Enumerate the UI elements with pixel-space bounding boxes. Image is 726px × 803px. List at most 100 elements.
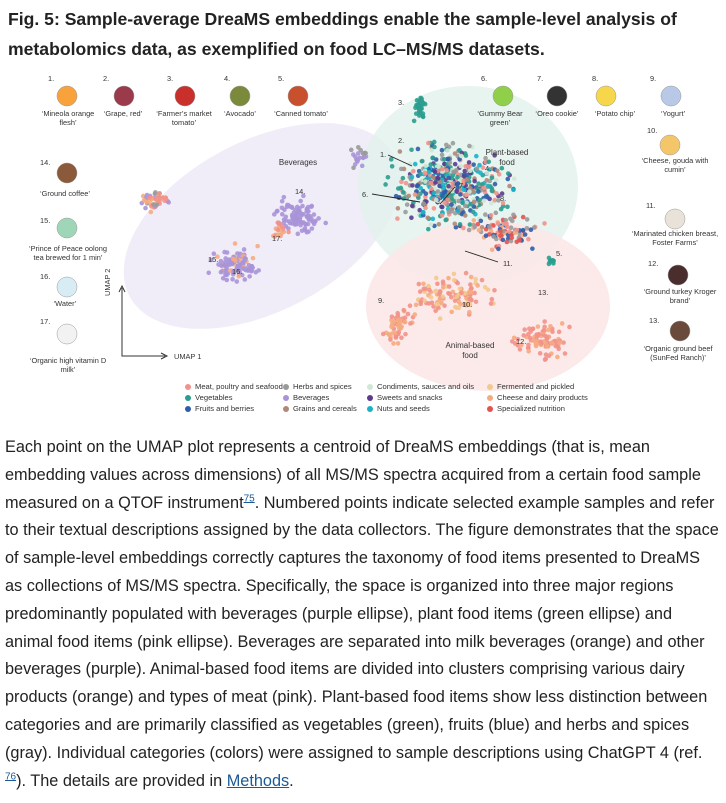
pointer (464, 250, 499, 263)
point (403, 331, 408, 337)
point (481, 185, 487, 191)
point (421, 286, 427, 292)
point (143, 205, 148, 211)
point (531, 225, 537, 230)
plot-number: 15. (208, 255, 219, 264)
point (455, 181, 461, 186)
food-icon (492, 85, 514, 107)
legend-swatch (367, 394, 373, 401)
point (437, 316, 443, 321)
point (240, 259, 246, 265)
point (417, 289, 423, 294)
ref-link[interactable]: 76 (5, 771, 17, 783)
point (517, 238, 522, 243)
point (287, 220, 293, 226)
point (509, 339, 515, 344)
item-number: 1. (48, 74, 55, 83)
point (496, 246, 501, 252)
point (437, 289, 443, 295)
point (466, 160, 472, 165)
point (446, 209, 452, 215)
point (524, 225, 530, 231)
point (147, 198, 153, 204)
point (493, 210, 499, 216)
legend-text: Herbs and spices (293, 382, 352, 391)
point (435, 189, 441, 194)
point (426, 140, 431, 146)
axis-arrows (118, 284, 169, 360)
food-icon (664, 208, 686, 230)
axis-label-x: UMAP 1 (174, 352, 202, 361)
pointer (439, 186, 456, 205)
point (355, 145, 361, 150)
item-number: 2. (103, 74, 110, 83)
item-label: ‘Ground coffee’ (40, 189, 90, 198)
point (423, 179, 428, 184)
point (220, 275, 226, 281)
methods-link[interactable]: Methods (226, 771, 290, 790)
point (223, 272, 228, 277)
point (441, 182, 446, 187)
point (556, 329, 562, 335)
point (479, 225, 485, 230)
point (508, 225, 514, 231)
item-label: ‘Organic ground beef (SunFed Ranch)’ (643, 344, 713, 362)
point (156, 191, 162, 197)
point (409, 203, 415, 209)
point (421, 100, 426, 106)
point (455, 174, 460, 180)
point (500, 203, 506, 209)
point (430, 175, 436, 180)
item-number: 9. (650, 74, 657, 83)
legend-item: Condiments, sauces and oils (367, 382, 474, 391)
legend-swatch (283, 383, 289, 390)
point (439, 152, 445, 158)
point (433, 180, 438, 185)
point (385, 174, 391, 180)
point (409, 174, 415, 180)
point (451, 169, 456, 175)
point (295, 231, 301, 237)
pointer (371, 193, 421, 203)
point (524, 217, 530, 222)
point (522, 327, 527, 332)
point (416, 113, 422, 118)
point (515, 336, 521, 342)
point (527, 335, 533, 341)
item-number: 7. (537, 74, 544, 83)
point (426, 169, 432, 175)
legend-text: Beverages (293, 393, 330, 402)
point (492, 181, 498, 187)
point (153, 196, 158, 202)
point (508, 216, 513, 222)
point (166, 200, 171, 205)
point (469, 285, 474, 291)
point (467, 222, 473, 227)
point (451, 277, 457, 283)
point (409, 147, 414, 153)
point (499, 191, 505, 196)
ref-link[interactable]: 75 (243, 493, 255, 505)
region-label: Plant-based food (485, 148, 529, 167)
food-icon (56, 162, 78, 184)
legend-text: Nuts and seeds (377, 404, 430, 413)
point (537, 351, 543, 356)
item-label: ‘Canned tomato’ (274, 109, 328, 118)
point (447, 160, 453, 165)
point (479, 277, 485, 283)
point (526, 348, 531, 354)
point (223, 256, 228, 261)
point (454, 305, 459, 311)
point (277, 233, 283, 238)
point (247, 274, 252, 279)
legend-text: Sweets and snacks (377, 393, 443, 402)
point (283, 214, 289, 220)
point (462, 168, 468, 174)
point (395, 310, 401, 316)
legend-text: Meat, poultry and seafood (195, 382, 283, 391)
item-label: ‘Avocado’ (224, 109, 256, 118)
point (427, 287, 432, 293)
point (432, 144, 437, 150)
point (389, 164, 395, 169)
point (475, 283, 480, 288)
